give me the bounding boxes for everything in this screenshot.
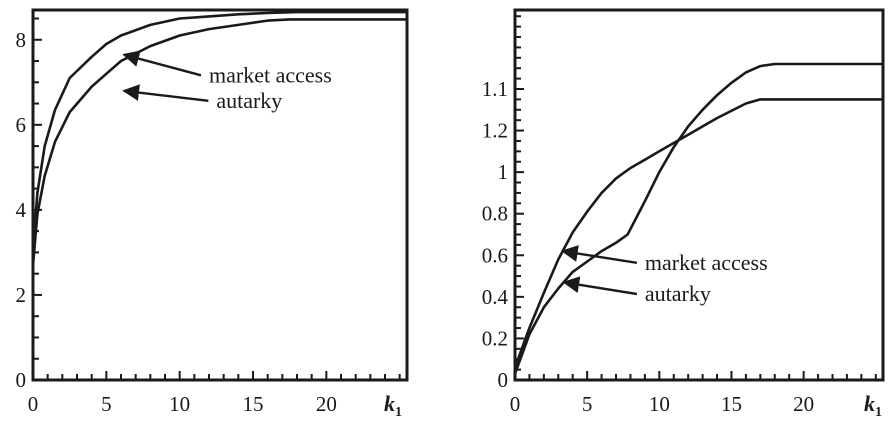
right-chart-x-tick-label: 5: [582, 392, 593, 416]
left-chart-x-tick-label: 0: [28, 392, 39, 416]
right-chart-series-market-access: [513, 98, 883, 368]
right-chart-y-tick-label: 1: [498, 160, 509, 184]
right-chart-ticks: 0 5 10 15 20 0 0.2 0.4 0.6 0.8 1 1.2 1.1: [482, 15, 877, 416]
right-chart: 0 5 10 15 20 0 0.2 0.4 0.6 0.8 1 1.2 1.1 market acce…: [482, 8, 885, 420]
left-chart-frame: [31, 8, 409, 382]
left-chart-arrow-autarky: [122, 84, 209, 103]
right-chart-arrow-market-access: [560, 245, 638, 265]
right-chart-y-tick-label: 1.2: [482, 119, 508, 143]
left-chart-y-tick-label: 8: [16, 28, 27, 52]
left-chart-x-axis-label: k1: [384, 391, 402, 420]
right-chart-frame: [513, 8, 885, 382]
right-chart-x-tick-label: 0: [510, 392, 521, 416]
right-chart-y-tick-label: 1.1: [482, 77, 508, 101]
left-chart-series-market-access: [31, 10, 407, 253]
right-chart-annotations: market access autarky: [560, 245, 768, 306]
right-chart-y-tick-label: 0.6: [482, 243, 508, 267]
left-chart-x-tick-label: 5: [101, 392, 112, 416]
right-chart-y-tick-label: 0.2: [482, 326, 508, 350]
right-chart-x-tick-label: 10: [649, 392, 670, 416]
left-chart-series: [31, 10, 407, 266]
right-chart-y-tick-label: 0: [498, 368, 509, 392]
left-chart-x-tick-label: 15: [243, 392, 264, 416]
left-chart-annotation-autarky: autarky: [216, 88, 282, 113]
right-chart-series-autarky: [513, 62, 883, 375]
left-chart-arrow-market-access: [122, 50, 202, 77]
right-chart-x-tick-label: 15: [721, 392, 742, 416]
left-chart-x-axis-label-sub: 1: [395, 405, 402, 420]
right-chart-x-axis-label-main: k: [864, 391, 875, 416]
right-chart-x-axis-label: k1: [864, 391, 882, 420]
left-chart-y-tick-label: 4: [16, 198, 27, 222]
right-chart-annotation-autarky: autarky: [645, 281, 711, 306]
right-chart-arrow-autarky: [562, 276, 638, 296]
left-chart-annotation-market-access: market access: [209, 62, 332, 87]
left-chart-x-tick-label: 20: [316, 392, 337, 416]
left-chart-y-tick-label: 2: [16, 283, 27, 307]
right-chart-series: [513, 62, 883, 375]
right-chart-x-tick-label: 20: [793, 392, 814, 416]
left-chart-x-tick-label: 10: [169, 392, 190, 416]
left-chart-ticks: 0 5 10 15 20 0 2 4 6 8: [16, 17, 401, 416]
right-chart-annotation-market-access: market access: [645, 250, 768, 275]
right-chart-y-tick-label: 0.4: [482, 285, 509, 309]
left-chart-y-tick-label: 6: [16, 113, 27, 137]
left-chart-x-axis-label-main: k: [384, 391, 395, 416]
right-chart-y-tick-label: 0.8: [482, 202, 508, 226]
left-chart-series-autarky: [31, 18, 407, 266]
right-chart-x-axis-label-sub: 1: [875, 405, 882, 420]
left-chart-y-tick-label: 0: [16, 368, 27, 392]
